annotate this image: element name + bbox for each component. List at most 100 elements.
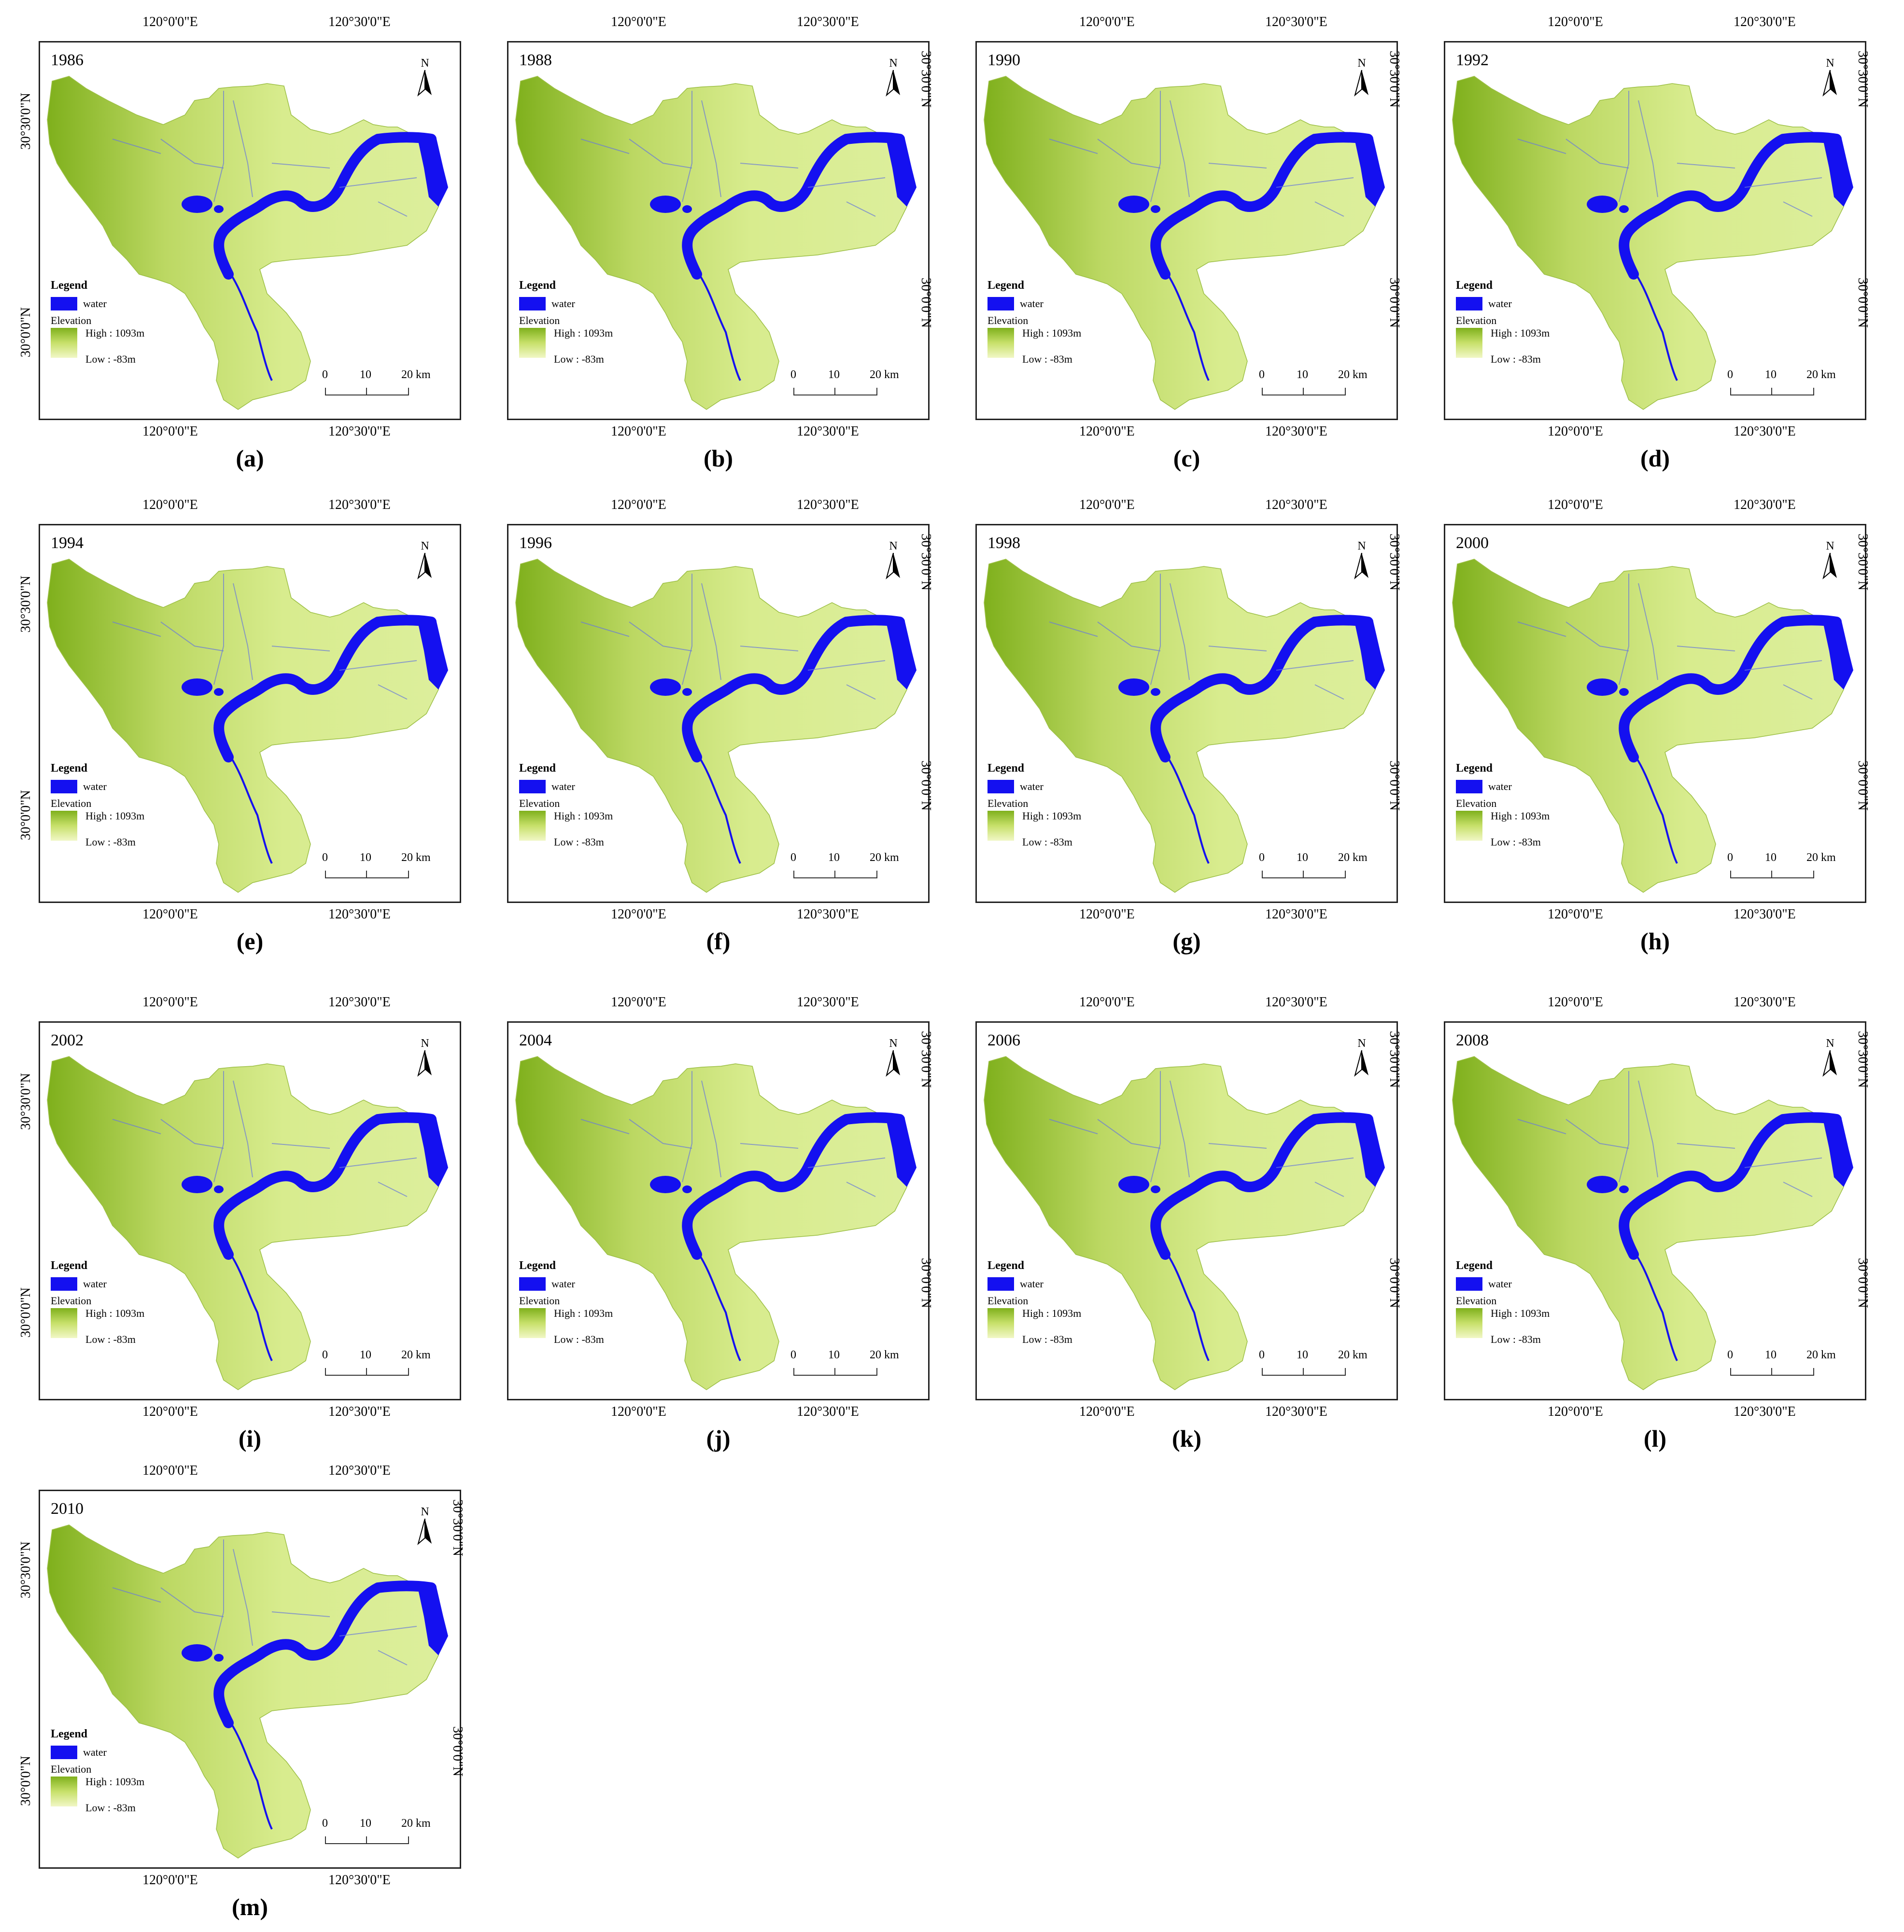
lake — [1619, 1185, 1629, 1193]
elevation-low-label: Low : -83m — [1022, 353, 1072, 365]
estuary — [885, 617, 917, 690]
lat-label-right-bottom: 30°0'0"N — [1855, 278, 1870, 328]
scale-bar: 0 10 20 km — [790, 851, 909, 885]
tributary — [1167, 273, 1210, 381]
year-label: 2002 — [51, 1031, 84, 1049]
north-label: N — [421, 1506, 429, 1518]
lon-label-bottom-left: 120°0'0"E — [1079, 1404, 1135, 1419]
map-frame: 1988 N Legend water Elevation High : 1093m Low… — [507, 41, 930, 420]
canal — [1638, 1080, 1658, 1178]
legend-title: Legend — [519, 1259, 556, 1272]
scale-tick-10: 10 — [1765, 1349, 1777, 1361]
land-area — [515, 559, 910, 893]
map-panel: 120°0'0"E 120°30'0"E 2004 N Legend water Eleva… — [468, 980, 937, 1458]
scale-mid-tick — [366, 388, 367, 395]
water-swatch — [519, 297, 546, 310]
lat-label-right-top: 30°30'0"N — [1855, 534, 1870, 591]
elevation-ramp: High : 1093m Low : -83m — [51, 810, 196, 848]
lon-label-top-left: 120°0'0"E — [611, 497, 666, 512]
north-arrow-icon: N — [881, 540, 905, 583]
legend-water-row: water — [519, 1277, 664, 1291]
scale-tick-0: 0 — [790, 1349, 796, 1361]
map-panel: 120°0'0"E 120°30'0"E 1994 N Legend water Eleva… — [0, 483, 468, 961]
elevation-gradient — [1456, 811, 1482, 841]
canal — [629, 1119, 692, 1149]
map-panel: 120°0'0"E 120°30'0"E 1996 N Legend water Eleva… — [468, 483, 937, 961]
legend: Legend water Elevation High : 1093m Low : -8… — [519, 1259, 664, 1345]
legend-title: Legend — [1456, 279, 1493, 292]
lat-label-right-bottom: 30°0'0"N — [918, 761, 933, 811]
north-label: N — [421, 540, 429, 552]
lat-label-right-top: 30°30'0"N — [1855, 1031, 1870, 1088]
canal — [271, 1143, 330, 1149]
scale-bar: 0 10 20 km — [322, 851, 441, 885]
lat-label-right-top: 30°30'0"N — [918, 1031, 933, 1088]
lon-label-bottom-left: 120°0'0"E — [1079, 424, 1135, 439]
region-map — [1452, 76, 1853, 410]
region-map — [984, 76, 1385, 410]
lat-label-right-top: 30°30'0"N — [450, 1499, 465, 1556]
tributary — [230, 756, 273, 864]
elevation-low-label: Low : -83m — [1491, 353, 1541, 365]
scale-mid-tick — [834, 871, 835, 877]
lon-label-top-left: 120°0'0"E — [1548, 14, 1603, 29]
arrow-icon — [886, 552, 900, 579]
scale-line — [325, 1368, 409, 1376]
scale-mid-tick — [834, 388, 835, 395]
canal — [1097, 139, 1161, 169]
map-panel: 120°0'0"E 120°30'0"E 2006 N Legend water Eleva… — [937, 980, 1405, 1458]
land-area — [515, 76, 910, 410]
land-area — [1452, 76, 1847, 410]
panel-label: (l) — [1643, 1425, 1667, 1452]
legend: Legend water Elevation High : 1093m Low : -8… — [51, 1728, 196, 1814]
elevation-gradient — [519, 1308, 546, 1338]
lon-label-bottom-left: 120°0'0"E — [611, 424, 666, 439]
scale-tick-0: 0 — [322, 851, 328, 864]
scale-bar: 0 10 20 km — [1727, 368, 1846, 402]
lake — [1587, 1176, 1618, 1193]
scale-line — [325, 1836, 409, 1844]
lon-label-bottom-left: 120°0'0"E — [142, 1873, 198, 1888]
canal — [846, 1182, 876, 1197]
elevation-ramp: High : 1093m Low : -83m — [1456, 1307, 1601, 1345]
canal — [1619, 1071, 1629, 1183]
scale-tick-20: 20 km — [401, 851, 431, 864]
water-swatch — [1456, 780, 1482, 793]
canal — [1049, 139, 1098, 154]
region-map — [47, 76, 448, 410]
region-map — [1452, 559, 1853, 893]
region-map — [984, 559, 1385, 893]
map-panel: 120°0'0"E 120°30'0"E 1990 N Legend water Eleva… — [937, 0, 1405, 478]
canal — [1170, 583, 1190, 680]
canal — [1314, 201, 1344, 217]
legend-water-row: water — [51, 297, 196, 310]
elevation-low-label: Low : -83m — [85, 1333, 136, 1345]
canal — [629, 621, 692, 651]
lake — [650, 678, 681, 696]
scale-bar: 0 10 20 km — [322, 1817, 441, 1851]
canal — [807, 1157, 886, 1168]
lon-label-top-left: 120°0'0"E — [1548, 497, 1603, 512]
water-swatch — [51, 780, 77, 793]
scale-line — [1262, 388, 1346, 395]
legend: Legend water Elevation High : 1093m Low : -8… — [519, 279, 664, 365]
estuary — [1822, 617, 1853, 690]
panel-label: (h) — [1640, 928, 1670, 955]
lake — [182, 1176, 212, 1193]
canal — [1677, 1143, 1735, 1149]
lat-label-right-top: 30°30'0"N — [918, 534, 933, 591]
map-panel: 120°0'0"E 120°30'0"E 2000 N Legend water Eleva… — [1405, 483, 1874, 961]
land-area — [984, 1056, 1378, 1390]
legend-title: Legend — [987, 1259, 1025, 1272]
lon-label-top-left: 120°0'0"E — [1079, 995, 1135, 1010]
legend-water-row: water — [1456, 780, 1601, 793]
scale-tick-0: 0 — [1259, 368, 1265, 381]
elevation-high-label: High : 1093m — [85, 327, 145, 339]
legend-water-row: water — [51, 1277, 196, 1291]
canal — [339, 177, 417, 188]
arrow-icon — [1822, 552, 1837, 579]
lon-label-bottom-right: 120°30'0"E — [1265, 907, 1327, 922]
lat-label-right-top: 30°30'0"N — [1855, 51, 1870, 108]
elevation-high-label: High : 1093m — [554, 1307, 613, 1319]
lon-label-bottom-left: 120°0'0"E — [1548, 1404, 1603, 1419]
